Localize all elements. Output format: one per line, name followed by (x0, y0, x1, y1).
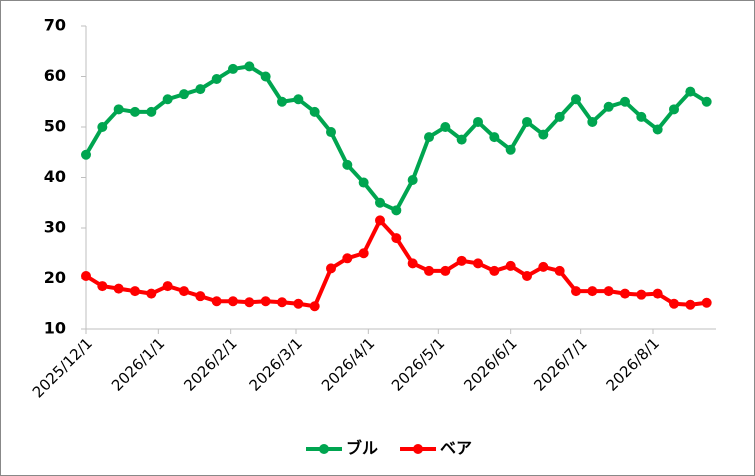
data-point (309, 301, 320, 312)
data-point (97, 122, 108, 132)
data-point (489, 132, 500, 143)
data-point (179, 286, 189, 297)
data-point (228, 63, 238, 74)
data-point (244, 297, 255, 308)
legend-label: ブル (346, 439, 378, 458)
data-point (342, 159, 353, 170)
data-point (620, 96, 630, 107)
data-point (81, 270, 91, 281)
data-point (636, 289, 647, 300)
data-point (473, 116, 483, 127)
data-point (701, 96, 712, 107)
data-point (522, 116, 532, 127)
data-point (162, 94, 173, 105)
data-point (603, 286, 614, 297)
data-point (685, 86, 696, 97)
data-point (424, 132, 434, 143)
data-point (375, 197, 385, 208)
y-tick-label: 40 (44, 167, 66, 186)
data-point (505, 260, 516, 271)
data-point (146, 288, 157, 299)
data-point (211, 296, 222, 307)
data-point (358, 248, 369, 259)
data-point (456, 255, 467, 266)
data-point (440, 265, 451, 276)
data-point (587, 286, 598, 297)
data-point (293, 298, 304, 309)
data-point (130, 286, 140, 297)
data-point (571, 94, 581, 105)
data-point (162, 281, 173, 292)
data-point (113, 104, 124, 115)
data-point (603, 101, 614, 112)
data-point (375, 215, 385, 226)
data-point (636, 111, 647, 122)
data-point (130, 106, 140, 117)
data-point (489, 265, 500, 276)
data-point (538, 129, 549, 140)
y-tick-label: 10 (44, 319, 66, 338)
data-point (277, 297, 287, 308)
data-point (391, 233, 402, 244)
data-point (277, 96, 287, 107)
data-point (538, 261, 549, 272)
data-point (652, 288, 663, 299)
data-point (146, 106, 157, 117)
data-point (260, 296, 271, 307)
data-point (391, 205, 402, 216)
y-tick-label: 60 (44, 66, 66, 85)
data-point (326, 127, 336, 138)
data-point (195, 84, 206, 95)
y-tick-label: 50 (44, 117, 66, 136)
data-point (652, 124, 663, 135)
data-point (260, 71, 271, 82)
data-point (228, 296, 238, 307)
y-tick-label: 70 (44, 16, 66, 35)
data-point (522, 270, 532, 281)
data-point (669, 104, 679, 115)
data-point (473, 258, 483, 269)
data-point (424, 265, 434, 276)
legend-label: ベア (440, 439, 472, 458)
data-point (179, 89, 189, 100)
data-point (97, 281, 108, 292)
data-point (113, 283, 124, 294)
y-tick-label: 20 (44, 268, 66, 287)
data-point (342, 253, 353, 264)
data-point (587, 116, 598, 127)
data-point (685, 299, 696, 310)
data-point (701, 297, 712, 308)
data-point (440, 122, 451, 132)
data-point (554, 111, 565, 122)
data-point (293, 94, 304, 105)
data-point (81, 149, 91, 160)
data-point (407, 175, 418, 186)
data-point (211, 74, 222, 85)
data-point (571, 286, 581, 297)
legend-marker (319, 444, 329, 454)
data-point (309, 106, 320, 117)
y-tick-label: 30 (44, 218, 66, 237)
data-point (358, 177, 369, 188)
data-point (195, 291, 206, 302)
data-point (456, 134, 467, 145)
data-point (669, 298, 679, 309)
legend-marker (413, 444, 424, 454)
data-point (407, 258, 418, 269)
data-point (554, 265, 565, 276)
data-point (244, 61, 255, 72)
data-point (505, 144, 516, 155)
data-point (326, 263, 336, 274)
data-point (620, 288, 630, 299)
